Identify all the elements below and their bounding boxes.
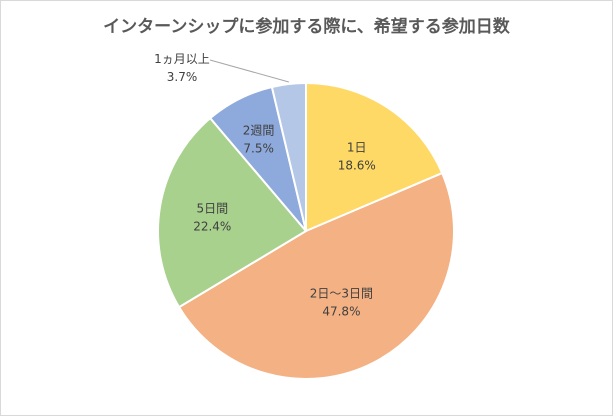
slice-value-label: 18.6%	[338, 158, 376, 172]
slice-category-label: 2週間	[243, 123, 275, 137]
slice-category-label: 1ヵ月以上	[154, 52, 210, 66]
slice-value-label: 3.7%	[167, 70, 198, 84]
slice-value-label: 47.8%	[322, 304, 360, 318]
pie-slice-2	[177, 171, 455, 380]
slice-category-label: 5日間	[196, 202, 228, 216]
chart-title: インターンシップに参加する際に、希望する参加日数	[103, 17, 510, 37]
slice-value-label: 7.5%	[243, 141, 274, 155]
slice-value-label: 22.4%	[193, 220, 231, 234]
pie-slice-3	[157, 116, 308, 309]
slice-category-label: 2日～3日間	[310, 286, 373, 300]
pie-slice-5	[270, 81, 307, 232]
leader-line	[209, 59, 289, 83]
pie-slice-1	[305, 81, 444, 233]
slice-category-label: 1日	[347, 140, 367, 154]
